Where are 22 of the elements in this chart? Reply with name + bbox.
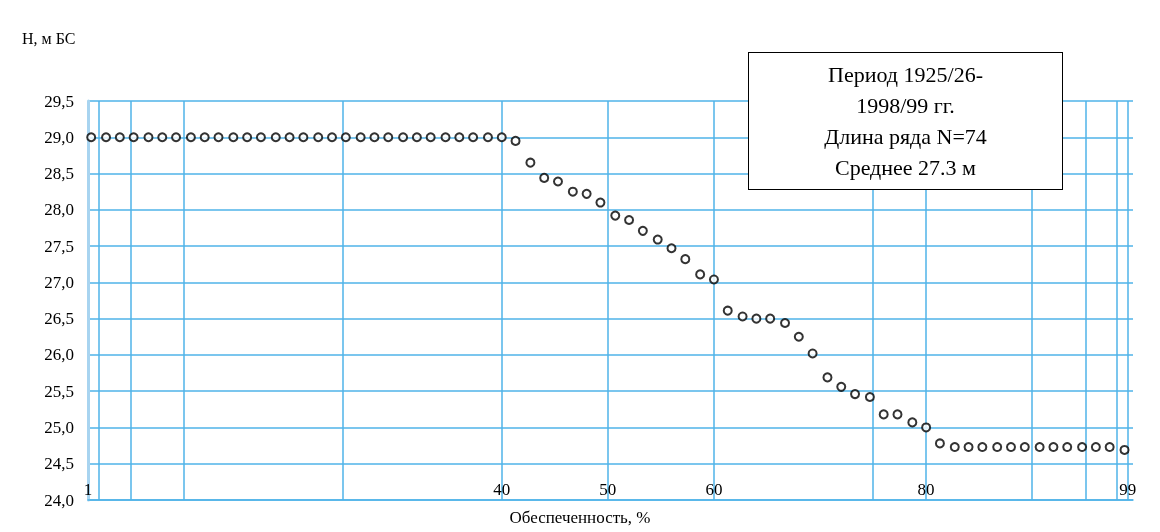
annotation: Период 1925/26- 1998/99 гг. Длина ряда N=74 Среднее 27.3 м (824, 61, 987, 182)
x-tick-label: 99 (1119, 480, 1137, 499)
x-tick-label: 60 (705, 480, 723, 499)
y-tick-label: 26,0 (44, 345, 74, 365)
x-tick-label: 1 (83, 480, 93, 499)
y-axis-title: Н, м БС (22, 29, 76, 47)
x-tick-label: 50 (599, 480, 617, 499)
x-tick-label: 40 (493, 480, 511, 499)
x-axis-title: Обеспеченность, % (509, 508, 651, 527)
y-tick-label: 25,0 (44, 417, 74, 437)
y-tick-label: 25,5 (44, 381, 74, 401)
x-tick-label: 80 (917, 480, 935, 499)
y-tick-label: 29,5 (44, 91, 74, 111)
y-tick-label: 27,0 (44, 272, 74, 292)
text-box: Период 1925/26- 1998/99 гг. Длина ряда N=74 Среднее 27.3 м (748, 52, 1063, 190)
y-tick-label: 28,0 (44, 200, 74, 220)
y-tick-label: 24,0 (44, 490, 74, 510)
y-tick-label: 24,5 (44, 454, 74, 474)
y-tick-label: 26,5 (44, 309, 74, 329)
y-tick-label: 29,0 (44, 127, 74, 147)
y-tick-label: 28,5 (44, 164, 74, 184)
y-tick-label: 27,5 (44, 236, 74, 256)
